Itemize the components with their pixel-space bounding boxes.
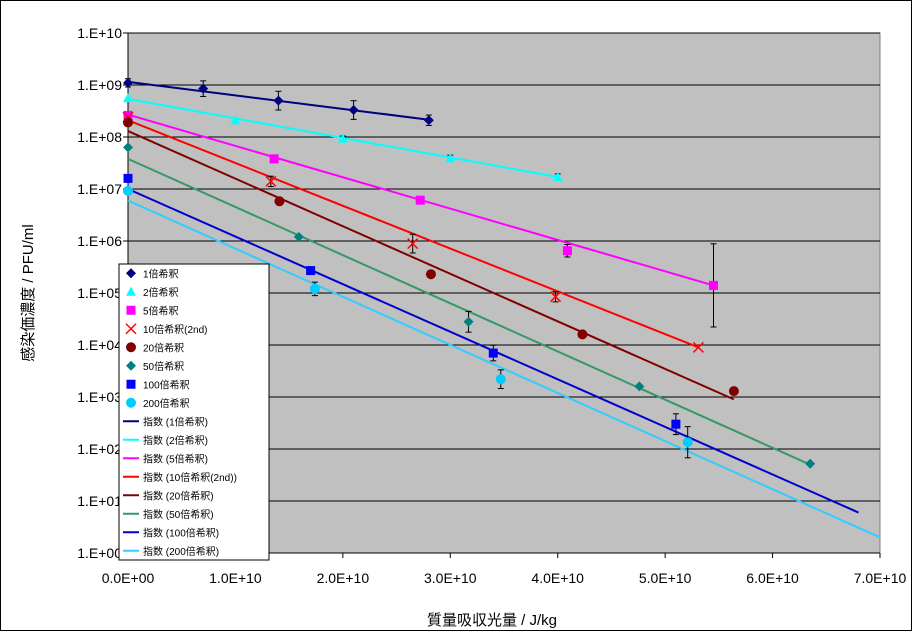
data-point — [123, 173, 133, 183]
data-point — [309, 283, 320, 294]
data-point — [682, 437, 693, 448]
data-point — [123, 110, 133, 120]
data-point — [550, 291, 562, 303]
legend-label: 5倍希釈 — [143, 304, 179, 317]
data-point — [337, 133, 348, 143]
data-point — [805, 458, 816, 469]
data-point — [463, 316, 474, 327]
legend-label: 2倍希釈 — [143, 286, 179, 299]
y-tick-label: 1.E+04 — [77, 337, 122, 353]
data-point — [293, 231, 304, 242]
y-tick-label: 1.E+08 — [77, 129, 122, 145]
data-point — [274, 196, 285, 207]
x-axis-label: 質量吸収光量 / J/kg — [427, 611, 557, 629]
y-tick-label: 1.E+07 — [77, 181, 122, 197]
x-tick-label: 7.0E+10 — [854, 570, 907, 586]
legend-box — [118, 263, 270, 561]
y-tick-label: 1.E+02 — [77, 441, 122, 457]
x-tick-label: 2.0E+10 — [317, 570, 370, 586]
data-point — [671, 419, 681, 429]
data-point-stroke — [407, 238, 419, 250]
legend-label: 指数 (50倍希釈) — [143, 508, 214, 521]
data-point — [230, 115, 241, 125]
data-point-stroke — [265, 175, 277, 187]
data-point — [123, 185, 133, 196]
x-tick-label: 4.0E+10 — [531, 570, 584, 586]
data-point — [488, 348, 498, 358]
x-tick-label: 5.0E+10 — [639, 570, 692, 586]
data-point — [126, 268, 136, 279]
data-point — [445, 153, 456, 163]
data-point-stroke — [125, 323, 137, 335]
data-point — [634, 381, 645, 392]
y-axis-label: 感染価濃度 / PFU/ml — [20, 224, 37, 362]
trendline — [127, 130, 735, 401]
legend-label: 1倍希釈 — [143, 267, 179, 280]
x-tick-label: 1.0E+10 — [209, 570, 262, 586]
legend-label: 指数 (1倍希釈) — [143, 415, 208, 428]
legend-label: 200倍希釈 — [143, 397, 190, 410]
data-point — [348, 105, 359, 116]
data-point — [407, 238, 419, 250]
legend-label: 50倍希釈 — [143, 360, 184, 373]
data-point — [126, 342, 136, 353]
data-point — [198, 83, 209, 94]
legend-label: 10倍希釈(2nd) — [143, 323, 207, 336]
data-point — [306, 266, 316, 276]
data-point — [423, 115, 434, 126]
data-point — [123, 77, 133, 88]
data-point — [123, 117, 133, 128]
y-tick-label: 1.E+05 — [77, 285, 122, 301]
legend-label: 指数 (200倍希釈) — [143, 545, 219, 558]
data-point — [126, 286, 136, 296]
legend-label: 100倍希釈 — [143, 378, 190, 391]
data-points — [122, 77, 816, 469]
y-tick-label: 1.E+01 — [77, 493, 122, 509]
data-point — [269, 154, 279, 164]
data-point — [692, 341, 704, 353]
legend-label: 指数 (20倍希釈) — [143, 489, 214, 502]
y-tick-label: 1.E+10 — [77, 25, 122, 41]
data-point — [123, 93, 133, 103]
data-point — [126, 379, 136, 389]
legend-label: 20倍希釈 — [143, 341, 184, 354]
x-tick-label: 6.0E+10 — [746, 570, 799, 586]
y-tick-labels: 1.E+00 1.E+01 1.E+02 1.E+03 1.E+04 1.E+05 1.E+… — [77, 25, 122, 561]
trendline — [127, 199, 881, 539]
y-tick-label: 1.E+06 — [77, 233, 122, 249]
data-point — [265, 175, 277, 187]
x-tick-label: 0.0E+00 — [102, 570, 155, 586]
y-tick-label: 1.E+09 — [77, 77, 122, 93]
data-point — [425, 269, 436, 280]
data-point — [552, 172, 563, 182]
data-point — [273, 95, 284, 106]
data-point — [123, 142, 133, 153]
data-point — [126, 397, 136, 408]
data-point — [126, 360, 136, 371]
data-point — [415, 195, 425, 205]
data-point — [562, 246, 572, 256]
legend: 1倍希釈 2倍希釈 5倍希釈 10倍希釈(2nd) 20倍希釈 50倍希釈 100倍希釈 20… — [118, 263, 270, 561]
data-point — [125, 323, 137, 335]
legend-label: 指数 (100倍希釈) — [143, 526, 219, 539]
data-point — [728, 386, 739, 397]
data-point-stroke — [692, 341, 704, 353]
legend-label: 指数 (5倍希釈) — [143, 452, 208, 465]
x-tick-label: 3.0E+10 — [424, 570, 477, 586]
data-point — [708, 280, 718, 290]
legend-label: 指数 (10倍希釈(2nd)) — [143, 471, 237, 484]
data-point — [495, 374, 506, 385]
y-tick-label: 1.E+03 — [77, 389, 122, 405]
legend-label: 指数 (2倍希釈) — [143, 434, 208, 447]
data-point-stroke — [550, 291, 562, 303]
data-point — [126, 305, 136, 315]
data-point — [577, 329, 588, 340]
x-tick-labels: 0.0E+00 1.0E+10 2.0E+10 3.0E+10 4.0E+10 5.0E+… — [102, 570, 907, 586]
y-tick-label: 1.E+00 — [77, 545, 122, 561]
